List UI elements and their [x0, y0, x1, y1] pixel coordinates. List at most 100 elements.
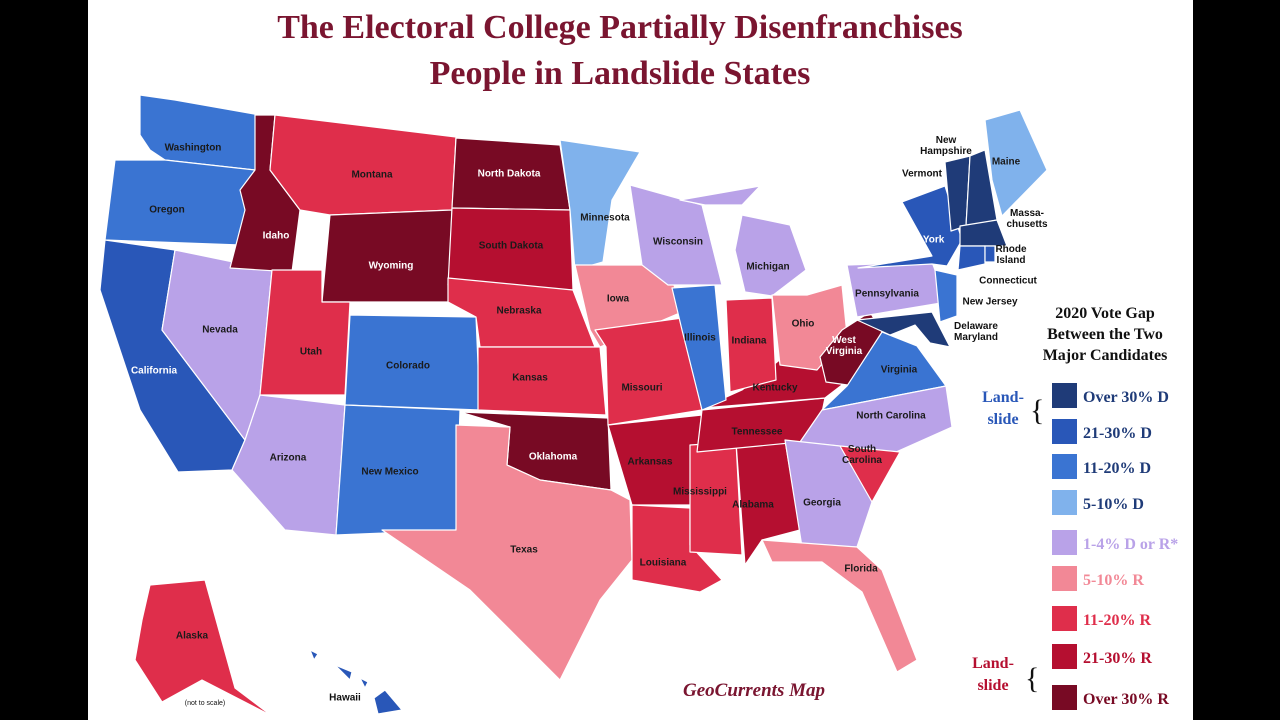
state-shape: [679, 185, 761, 206]
legend-label: 21-30% R: [1083, 650, 1152, 667]
state-label: Connecticut: [979, 276, 1037, 287]
state-label: Virginia: [826, 346, 863, 357]
legend-label: 5-10% D: [1083, 496, 1144, 513]
state-label: North Carolina: [856, 411, 926, 422]
state-label: chusetts: [1006, 219, 1048, 230]
state-label: Nevada: [202, 325, 238, 336]
state-shape: [477, 346, 607, 416]
state-label: Minnesota: [580, 213, 630, 224]
legend-label: 1-4% D or R*: [1083, 536, 1178, 553]
state-label: Florida: [844, 564, 878, 575]
state-label: Iowa: [607, 294, 630, 305]
state-label: Oregon: [149, 205, 185, 216]
legend: { { 2020 Vote Gap Between the Two Major Ca…: [972, 305, 1178, 710]
state-label: Hampshire: [920, 146, 972, 157]
state-label: Maryland: [954, 332, 998, 343]
legend-label: 11-20% D: [1083, 460, 1151, 477]
legend-label: Over 30% D: [1083, 389, 1169, 406]
state-label: Hawaii: [329, 693, 361, 704]
state-shape: [381, 424, 633, 681]
legend-swatch: [1052, 490, 1077, 515]
state-label: New Mexico: [361, 467, 418, 478]
state-label: South Dakota: [479, 241, 544, 252]
state-label: Wisconsin: [653, 237, 703, 248]
state-label: Massa-: [1010, 208, 1044, 219]
state-label: New York: [900, 235, 945, 246]
state-label: North Dakota: [478, 169, 541, 180]
state-label: Louisiana: [640, 558, 687, 569]
legend-swatch: [1052, 419, 1077, 444]
states: Washington Oregon California Nevada Idaho Mon…: [99, 94, 1048, 717]
state-shape: [957, 245, 986, 271]
state-shape: [359, 677, 369, 689]
state-label: Tennessee: [732, 427, 783, 438]
state-label: Vermont: [902, 169, 943, 180]
state-label: Montana: [351, 170, 393, 181]
state-label: Rhode: [995, 244, 1027, 255]
state-shape: [334, 664, 353, 681]
state-label: Utah: [300, 347, 322, 358]
landslide-label: slide: [987, 411, 1018, 428]
state-label: Pennsylvania: [855, 289, 919, 300]
state-shape: [934, 269, 958, 323]
state-shape: [725, 297, 777, 393]
state-label: Washington: [165, 143, 222, 154]
state-label: Michigan: [746, 262, 789, 273]
state-shape: [799, 385, 953, 453]
legend-swatch: [1052, 644, 1077, 669]
state-label: Arizona: [270, 453, 307, 464]
legend-title: Major Candidates: [1043, 347, 1168, 364]
scale-note: (not to scale): [185, 700, 225, 707]
state-shape: [309, 649, 319, 661]
state-label: Arkansas: [627, 457, 672, 468]
state-shape: [104, 159, 256, 246]
state-shape: [856, 311, 951, 348]
legend-label: Over 30% R: [1083, 691, 1169, 708]
state-label: Mississippi: [673, 487, 727, 498]
state-label: Missouri: [621, 383, 662, 394]
legend-swatch: [1052, 606, 1077, 631]
state-shape: [984, 245, 996, 263]
legend-label: 5-10% R: [1083, 572, 1144, 589]
legend-label: 21-30% D: [1083, 425, 1152, 442]
title-line: People in Landslide States: [430, 55, 811, 92]
state-label: Island: [997, 255, 1026, 266]
state-shape: [689, 441, 743, 556]
landslide-label: Land-: [972, 655, 1014, 672]
state-shape: [984, 109, 1048, 217]
state-label: Nebraska: [496, 306, 541, 317]
legend-swatch: [1052, 530, 1077, 555]
state-label: Colorado: [386, 361, 430, 372]
landslide-label: slide: [977, 677, 1008, 694]
state-label: Oklahoma: [529, 452, 578, 463]
state-shape: [134, 579, 273, 717]
state-label: Georgia: [803, 498, 841, 509]
state-shape: [959, 219, 1008, 247]
brace: {: [1025, 662, 1039, 695]
state-shape: [784, 439, 873, 548]
state-label: Alaska: [176, 631, 209, 642]
credit: GeoCurrents Map: [683, 680, 825, 701]
state-label: Texas: [510, 545, 538, 556]
state-label: Carolina: [842, 455, 882, 466]
brace: {: [1030, 394, 1044, 427]
state-label: Alabama: [732, 500, 774, 511]
state-label: Wyoming: [369, 261, 414, 272]
state-label: Virginia: [881, 365, 918, 376]
state-label: Maine: [992, 157, 1021, 168]
state-label: Ohio: [792, 319, 815, 330]
state-label: Indiana: [731, 336, 766, 347]
state-label: Kentucky: [752, 383, 797, 394]
title-line: The Electoral College Partially Disenfra…: [277, 9, 963, 46]
legend-swatch: [1052, 383, 1077, 408]
state-shape: [321, 209, 453, 303]
legend-label: 11-20% R: [1083, 612, 1151, 629]
state-label: New Jersey: [962, 297, 1017, 308]
legend-swatch: [1052, 454, 1077, 479]
state-label: Kansas: [512, 373, 548, 384]
state-label: New: [936, 135, 957, 146]
state-label: South: [848, 444, 876, 455]
legend-swatch: [1052, 685, 1077, 710]
